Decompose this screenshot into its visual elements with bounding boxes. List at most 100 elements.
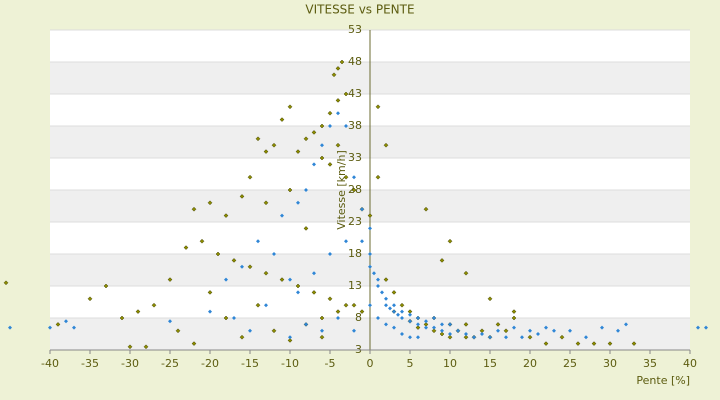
- point: [335, 309, 341, 314]
- point: [231, 258, 237, 263]
- point: [335, 98, 341, 103]
- point: [375, 104, 381, 110]
- point: [343, 174, 349, 180]
- y-tick-label: 13: [348, 279, 362, 292]
- point: [232, 316, 236, 320]
- point: [536, 332, 540, 336]
- point: [303, 136, 309, 142]
- x-tick-label: -20: [201, 357, 219, 370]
- point: [432, 325, 436, 330]
- point: [480, 332, 484, 336]
- point: [584, 335, 588, 340]
- y-tick-label: 23: [348, 215, 362, 228]
- point: [396, 312, 400, 317]
- point: [359, 309, 365, 314]
- point: [248, 328, 252, 333]
- point: [424, 325, 428, 330]
- point: [311, 290, 317, 295]
- point: [279, 117, 285, 122]
- point: [215, 251, 221, 257]
- point: [439, 258, 445, 263]
- point: [368, 226, 372, 231]
- point: [72, 325, 76, 330]
- point: [208, 309, 212, 314]
- x-tick-label: -35: [81, 357, 99, 370]
- point: [392, 309, 396, 314]
- point: [327, 162, 333, 167]
- point: [311, 130, 317, 135]
- point: [304, 188, 308, 192]
- point: [380, 290, 384, 295]
- point: [336, 316, 340, 320]
- point: [263, 200, 269, 206]
- point: [375, 174, 381, 180]
- point: [87, 296, 93, 302]
- point: [199, 238, 205, 244]
- point: [320, 143, 324, 148]
- point: [399, 302, 405, 308]
- point: [463, 322, 469, 327]
- point: [279, 277, 285, 282]
- point: [472, 335, 476, 340]
- point: [392, 303, 396, 308]
- point: [320, 328, 324, 333]
- point: [463, 334, 469, 340]
- point: [328, 252, 332, 256]
- point: [392, 325, 396, 330]
- point: [368, 303, 372, 308]
- point: [48, 325, 52, 330]
- point: [344, 124, 348, 128]
- point: [512, 325, 516, 330]
- point: [424, 319, 428, 324]
- point: [463, 270, 469, 276]
- point: [287, 338, 293, 343]
- point: [440, 322, 444, 327]
- point: [448, 322, 452, 327]
- point: [287, 104, 293, 110]
- point: [416, 316, 420, 320]
- point: [119, 315, 125, 321]
- point: [400, 332, 404, 336]
- y-tick-label: 43: [348, 87, 362, 100]
- point: [384, 322, 388, 327]
- point: [296, 200, 300, 205]
- point: [280, 213, 284, 218]
- x-tick-label: 30: [603, 357, 617, 370]
- y-tick-label: 8: [355, 311, 362, 324]
- point: [447, 334, 453, 340]
- point: [696, 325, 700, 330]
- point: [167, 277, 173, 282]
- point: [372, 271, 376, 276]
- point: [368, 252, 372, 256]
- point: [295, 149, 301, 154]
- point: [448, 332, 452, 336]
- y-tick-label: 48: [348, 55, 362, 68]
- point: [339, 59, 345, 65]
- point: [400, 316, 404, 320]
- point: [335, 66, 341, 71]
- point: [408, 319, 412, 324]
- x-tick-label: -10: [281, 357, 299, 370]
- point: [328, 124, 332, 128]
- point: [319, 155, 325, 161]
- point: [272, 252, 276, 256]
- point: [335, 142, 341, 148]
- point: [552, 328, 556, 333]
- point: [488, 335, 492, 340]
- point: [487, 296, 493, 302]
- point: [239, 334, 245, 340]
- point: [256, 239, 260, 244]
- point: [360, 239, 364, 244]
- point: [383, 277, 389, 282]
- point: [55, 322, 61, 327]
- point: [135, 309, 141, 314]
- point: [391, 290, 397, 295]
- point: [183, 245, 189, 250]
- point: [431, 328, 437, 334]
- point: [384, 296, 388, 301]
- point: [439, 331, 445, 337]
- point: [343, 91, 349, 97]
- point: [247, 174, 253, 180]
- y-tick-label: 53: [348, 23, 362, 36]
- point: [456, 328, 460, 333]
